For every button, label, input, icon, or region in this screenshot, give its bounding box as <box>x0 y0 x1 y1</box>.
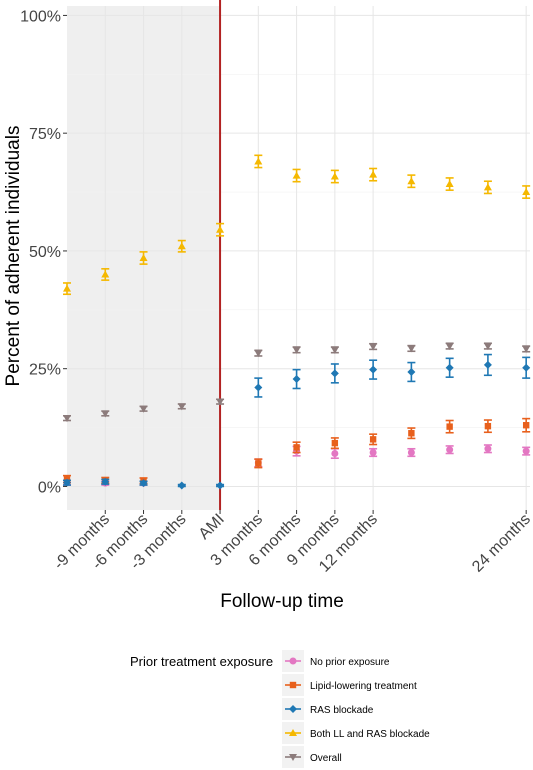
legend-label: No prior exposure <box>310 657 390 668</box>
legend: Prior treatment exposure No prior exposu… <box>130 650 430 768</box>
data-point <box>407 177 416 185</box>
data-point <box>522 363 531 372</box>
data-point <box>177 403 186 411</box>
data-point <box>445 363 454 372</box>
data-point <box>484 445 492 453</box>
data-point <box>101 477 110 486</box>
data-point <box>522 422 530 429</box>
legend-item-lipid-lowering-treatment: Lipid-lowering treatment <box>282 674 417 696</box>
data-point <box>446 446 454 454</box>
data-point <box>292 346 301 354</box>
y-axis-title: Percent of adherent individuals <box>3 126 24 387</box>
legend-label: Overall <box>310 753 342 764</box>
data-point <box>63 284 71 292</box>
data-point <box>445 343 454 351</box>
data-point <box>101 410 110 418</box>
data-point <box>254 383 263 392</box>
legend-key-marker <box>289 657 297 665</box>
data-point <box>330 346 339 354</box>
legend-label: Lipid-lowering treatment <box>310 681 417 692</box>
data-point <box>408 430 415 437</box>
legend-item-ras-blockade: RAS blockade <box>282 698 374 720</box>
data-point <box>369 365 378 374</box>
data-point <box>331 449 339 457</box>
y-tick-label: 50% <box>29 244 61 261</box>
data-point <box>407 449 415 457</box>
data-point <box>177 481 186 490</box>
data-marks <box>63 154 531 490</box>
data-point <box>216 481 225 490</box>
data-point <box>292 375 301 384</box>
data-point <box>330 369 339 378</box>
y-axis-ticks: 0% 25% 50% 75% 100% <box>20 8 67 496</box>
data-point <box>177 242 186 250</box>
data-point <box>407 345 416 353</box>
data-point <box>292 171 301 179</box>
data-point <box>484 422 492 430</box>
legend-key-marker <box>289 729 297 736</box>
legend-title: Prior treatment exposure <box>130 654 273 669</box>
data-point <box>369 449 377 457</box>
data-point <box>254 157 263 165</box>
legend-item-both-ll-and-ras-blockade: Both LL and RAS blockade <box>282 722 430 744</box>
data-point <box>446 423 453 430</box>
series-both-ll-and-ras-blockade <box>63 154 531 296</box>
y-tick-label: 25% <box>29 362 61 379</box>
data-point <box>216 398 225 406</box>
legend-item-overall: Overall <box>282 746 342 768</box>
data-point <box>139 405 148 413</box>
data-point <box>522 345 531 353</box>
data-point <box>483 183 492 191</box>
data-point <box>255 460 262 467</box>
data-point <box>445 180 454 188</box>
legend-label: Both LL and RAS blockade <box>310 729 430 740</box>
y-tick-label: 75% <box>29 126 61 143</box>
data-point <box>139 479 148 488</box>
data-point <box>407 367 416 376</box>
data-point <box>254 350 263 358</box>
y-tick-label: 0% <box>38 479 61 496</box>
data-point <box>331 439 339 447</box>
data-point <box>101 270 110 278</box>
data-point <box>522 188 531 196</box>
y-tick-label: 100% <box>20 8 61 25</box>
data-point <box>483 360 492 369</box>
legend-key-marker <box>289 705 297 713</box>
legend-key-marker <box>289 681 297 689</box>
plot-panel <box>67 6 530 510</box>
data-point <box>369 343 378 351</box>
data-point <box>139 254 148 261</box>
data-point <box>63 478 71 487</box>
series-ras-blockade <box>63 353 531 490</box>
data-point <box>330 172 339 180</box>
data-point <box>63 415 71 423</box>
data-point <box>483 343 492 351</box>
data-point <box>216 225 225 233</box>
legend-key-marker <box>289 754 297 761</box>
x-axis-title: Follow-up time <box>220 591 344 612</box>
data-point <box>522 447 530 455</box>
data-point <box>369 436 377 443</box>
legend-item-no-prior-exposure: No prior exposure <box>282 650 390 672</box>
data-point <box>293 444 300 451</box>
series-overall <box>63 342 531 423</box>
legend-label: RAS blockade <box>310 705 374 716</box>
data-point <box>369 170 378 178</box>
